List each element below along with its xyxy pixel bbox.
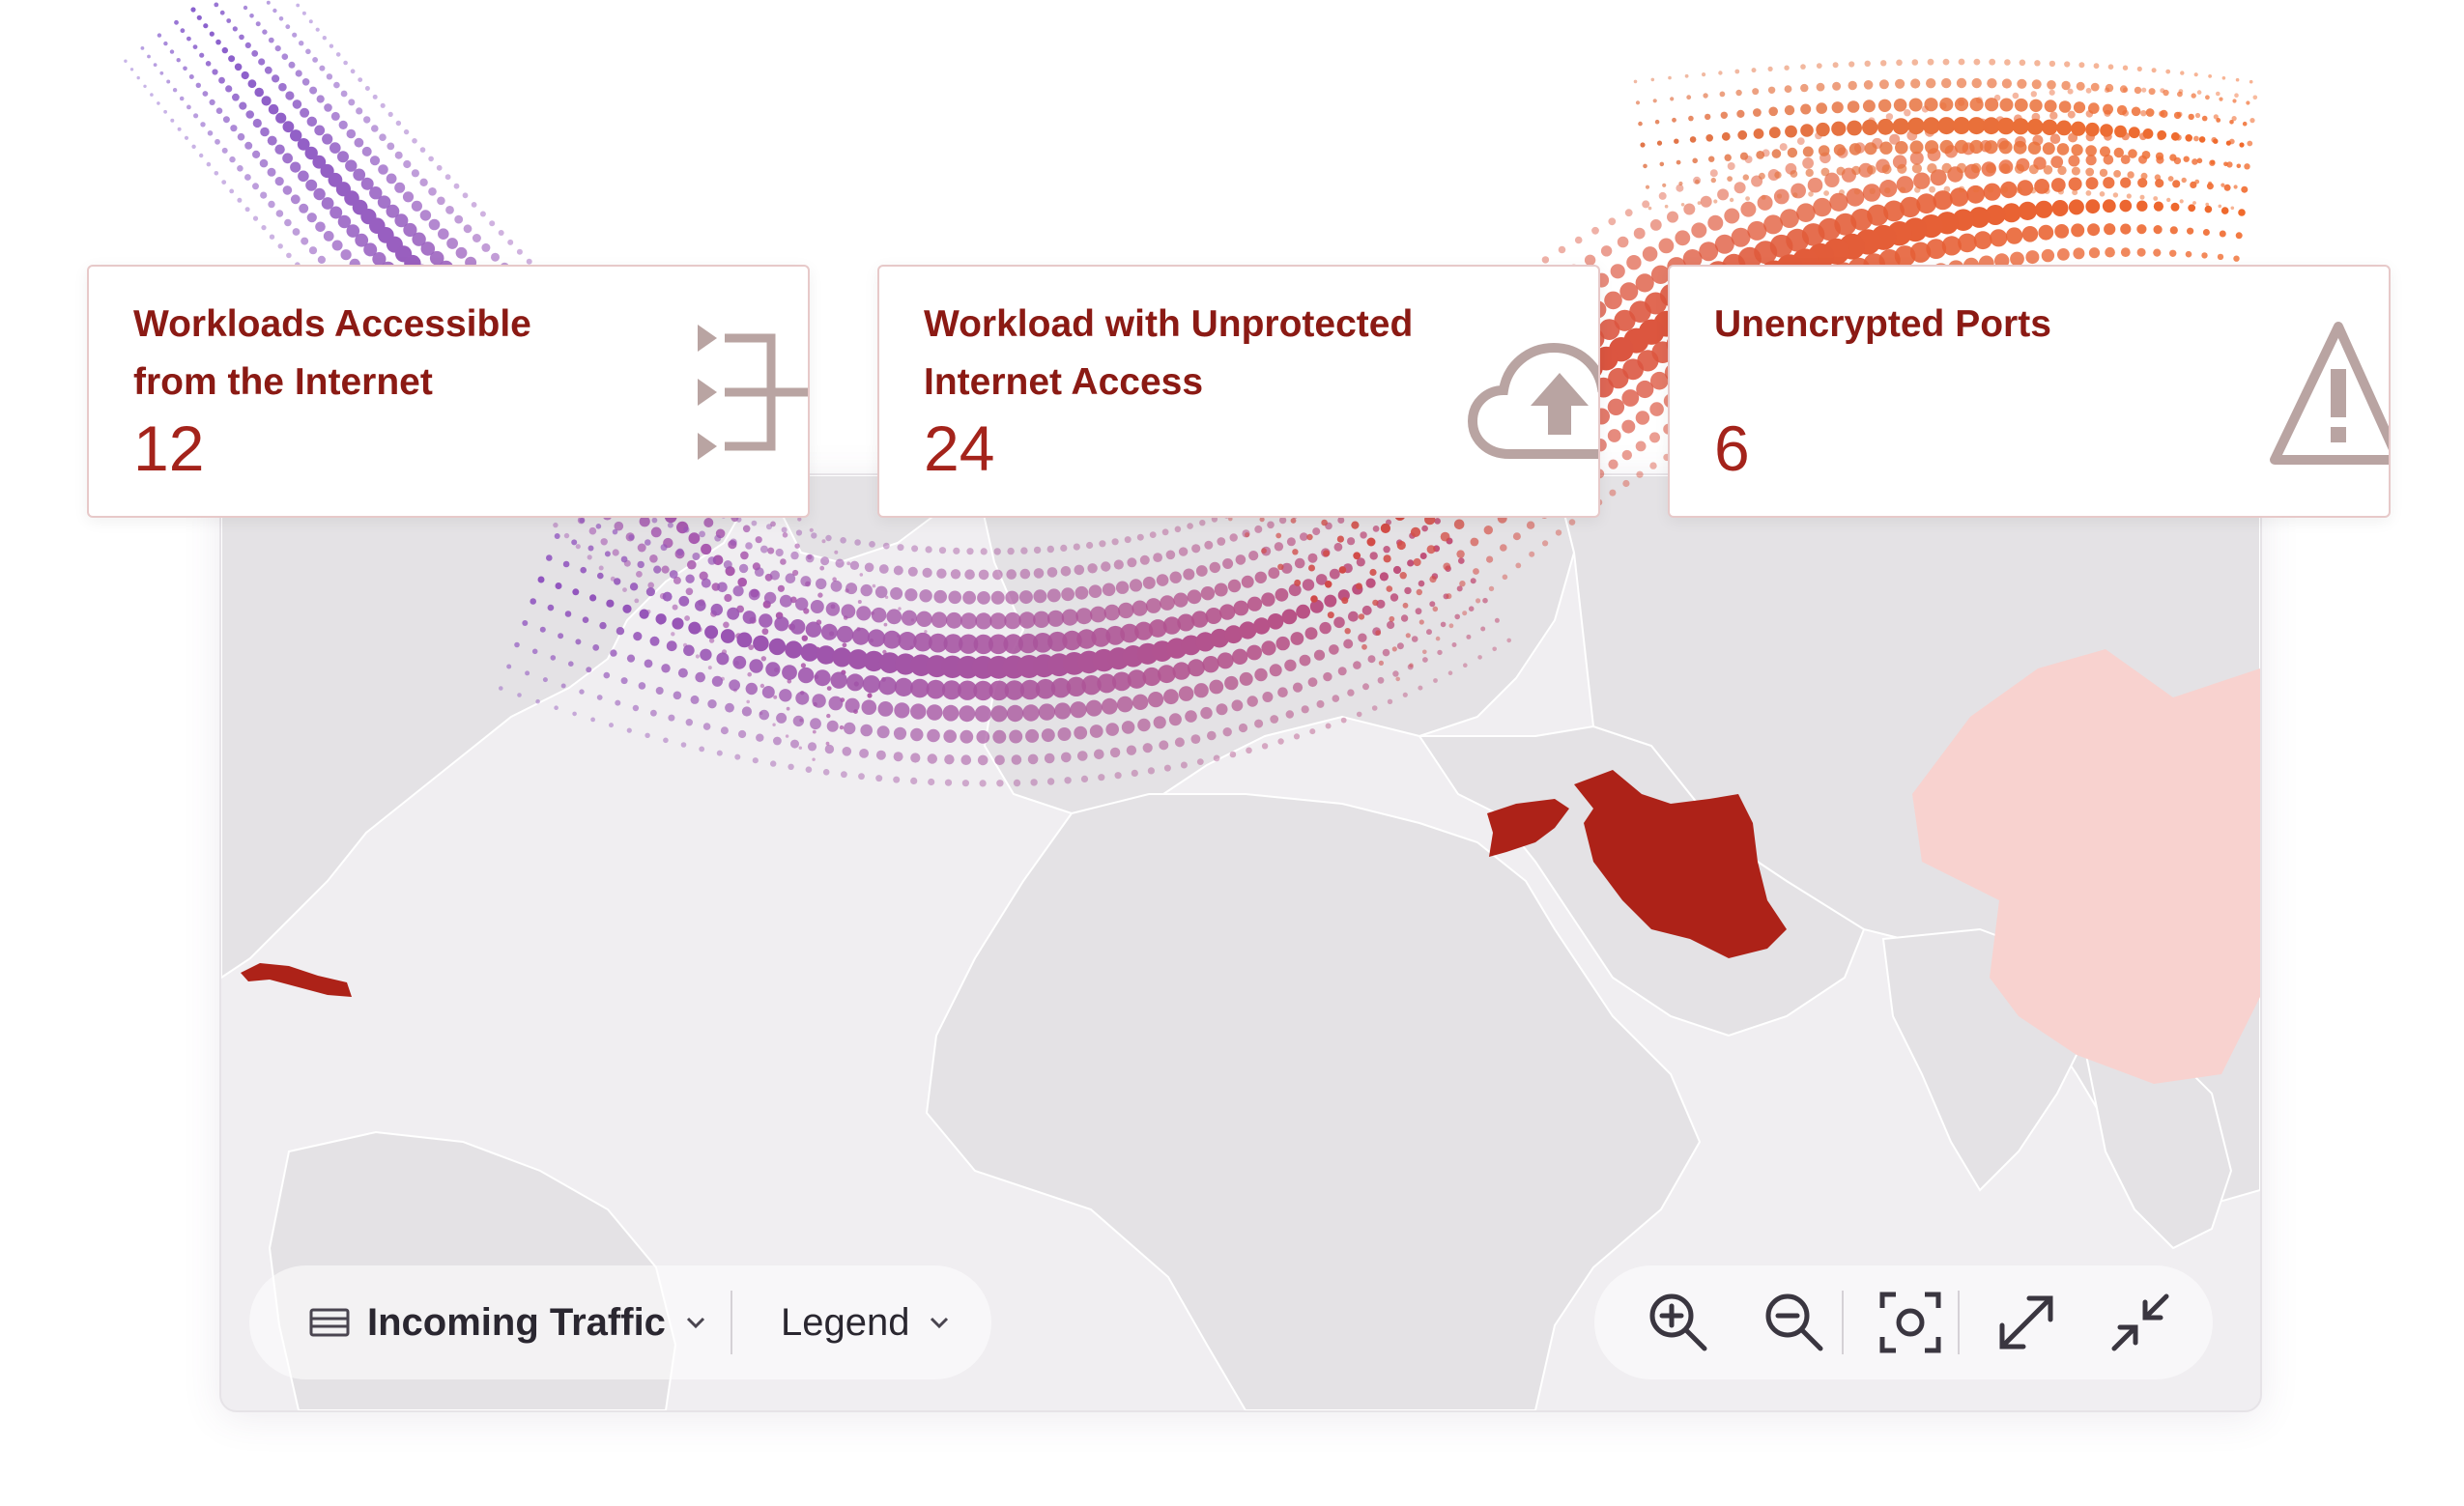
layers-icon	[309, 1308, 350, 1337]
stat-card-unencrypted-ports[interactable]: Unencrypted Ports 6	[1668, 265, 2391, 518]
card-value: 24	[924, 412, 995, 484]
divider	[1958, 1291, 1960, 1354]
chevron-down-icon	[686, 1317, 704, 1329]
africa-land	[925, 793, 1702, 1410]
divider	[1842, 1291, 1844, 1354]
card-value: 12	[133, 412, 205, 484]
stat-card-unprotected-internet[interactable]: Workload with Unprotected Internet Access…	[877, 265, 1600, 518]
map-controls-right	[1594, 1265, 2213, 1379]
legend-label: Legend	[781, 1300, 910, 1344]
chevron-down-icon	[931, 1317, 949, 1329]
card-value: 6	[1714, 412, 1750, 484]
country-syria	[1487, 799, 1569, 857]
warning-triangle-icon	[2270, 322, 2389, 465]
country-cuba	[241, 963, 352, 997]
card-label: Workload with Unprotected Internet Access	[924, 303, 1414, 403]
legend-dropdown[interactable]: Legend	[781, 1265, 950, 1379]
map-controls-left: Incoming Traffic Legend	[249, 1265, 991, 1379]
card-label: Workloads Accessible from the Internet	[133, 303, 531, 403]
north-america-land	[221, 475, 764, 980]
country-china	[1912, 649, 2260, 1084]
divider	[731, 1291, 732, 1354]
zoom-out-icon[interactable]	[1761, 1289, 1828, 1356]
card-label: Unencrypted Ports	[1714, 303, 2051, 345]
stat-card-workloads-accessible[interactable]: Workloads Accessible from the Internet 12	[87, 265, 810, 518]
exit-arrows-icon	[698, 325, 808, 460]
collapse-icon[interactable]	[2106, 1289, 2174, 1356]
cloud-upload-icon	[1467, 342, 1598, 459]
zoom-in-icon[interactable]	[1645, 1289, 1712, 1356]
country-iran	[1574, 770, 1787, 958]
focus-icon[interactable]	[1877, 1289, 1944, 1356]
incoming-traffic-dropdown[interactable]: Incoming Traffic	[309, 1265, 706, 1379]
expand-icon[interactable]	[1992, 1289, 2060, 1356]
incoming-traffic-label: Incoming Traffic	[367, 1300, 666, 1344]
